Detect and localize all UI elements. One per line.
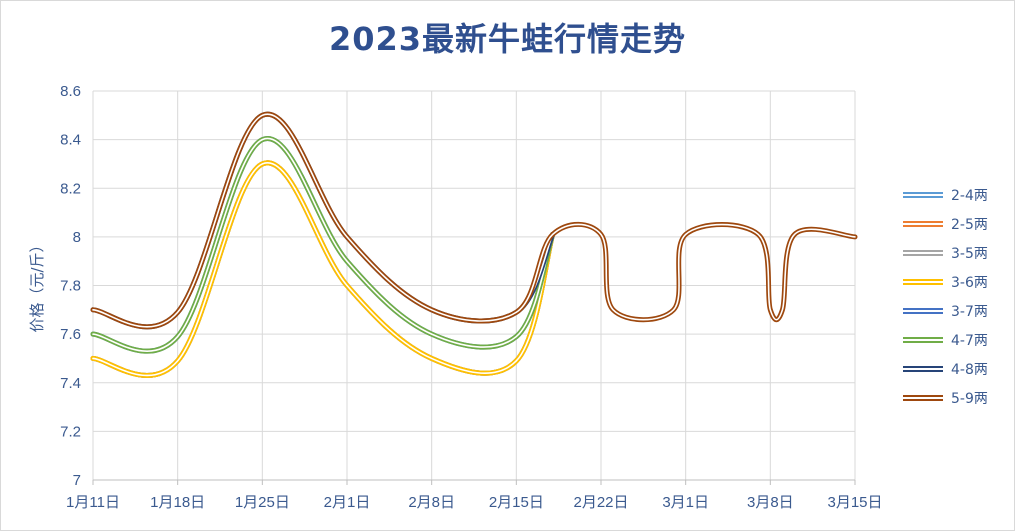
series-line-inner <box>92 162 554 377</box>
legend-label: 5-9两 <box>951 390 988 407</box>
series-lines <box>90 111 858 378</box>
legend-item: 4-7两 <box>903 325 988 354</box>
legend-item: 5-9两 <box>903 383 988 412</box>
y-axis-label: 价格（元/斤） <box>28 237 46 332</box>
x-tick-label: 2月8日 <box>408 494 455 511</box>
x-tick-label: 3月8日 <box>747 494 794 511</box>
legend-swatch <box>903 190 943 200</box>
legend-label: 2-5两 <box>951 216 988 233</box>
legend-label: 4-8两 <box>951 361 988 378</box>
legend-item: 3-6两 <box>903 267 988 296</box>
legend-swatch <box>903 335 943 345</box>
legend-swatch <box>903 277 943 287</box>
x-tick-label: 3月1日 <box>662 494 709 511</box>
legend-label: 3-7两 <box>951 303 988 320</box>
legend-item: 4-8两 <box>903 354 988 383</box>
x-tick-label: 3月15日 <box>827 494 882 511</box>
y-tick-label: 8.6 <box>60 83 81 100</box>
legend-label: 3-6两 <box>951 274 988 291</box>
y-tick-label: 8 <box>73 229 81 246</box>
chart-title: 2023最新牛蛙行情走势 <box>328 20 687 58</box>
legend-swatch <box>903 306 943 316</box>
legend-swatch <box>903 248 943 258</box>
legend-label: 4-7两 <box>951 332 988 349</box>
y-tick-label: 7.2 <box>60 423 81 440</box>
legend-item: 2-5两 <box>903 209 988 238</box>
legend-swatch <box>903 393 943 403</box>
legend-item: 2-4两 <box>903 180 988 209</box>
x-tick-label: 2月22日 <box>573 494 628 511</box>
legend-swatch <box>903 364 943 374</box>
x-tick-label: 2月15日 <box>489 494 544 511</box>
legend-item: 3-5两 <box>903 238 988 267</box>
y-tick-labels: 7 7.2 7.4 7.6 7.8 8 8.2 8.4 8.6 <box>60 83 81 489</box>
legend-item: 3-7两 <box>903 296 988 325</box>
x-tick-label: 1月25日 <box>235 494 290 511</box>
x-tick-label: 1月11日 <box>66 494 120 511</box>
y-tick-label: 8.4 <box>60 132 81 149</box>
y-tick-label: 7.6 <box>60 326 81 343</box>
y-tick-label: 7.4 <box>60 375 81 392</box>
legend-label: 3-5两 <box>951 245 988 262</box>
series-line-inner <box>92 113 856 328</box>
y-tick-label: 7.8 <box>60 278 81 295</box>
legend: 2-4两 2-5两 3-5两 3-6两 3-7两 4-7两 4-8两 5-9两 <box>903 180 988 412</box>
y-tick-label: 7 <box>73 472 81 489</box>
legend-label: 2-4两 <box>951 187 988 204</box>
x-tick-label: 1月18日 <box>150 494 205 511</box>
x-tick-label: 2月1日 <box>324 494 371 511</box>
x-tick-labels: 1月11日 1月18日 1月25日 2月1日 2月8日 2月15日 2月22日 3月1日 3月8… <box>66 494 882 511</box>
series-line-inner <box>92 137 554 352</box>
legend-swatch <box>903 219 943 229</box>
y-tick-label: 8.2 <box>60 180 81 197</box>
